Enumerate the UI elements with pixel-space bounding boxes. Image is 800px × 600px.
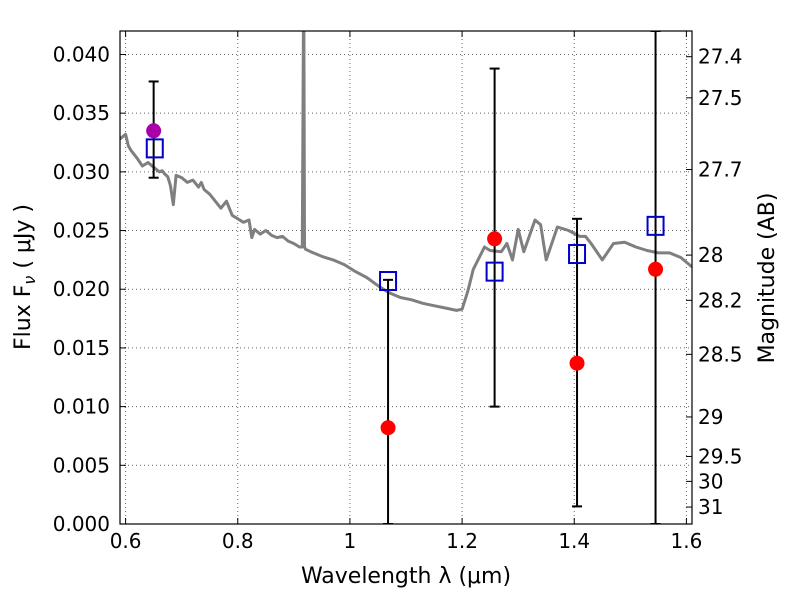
x-tick-label: 1 (344, 529, 357, 553)
x-tick-label: 0.8 (222, 529, 254, 553)
right-tick-label: 29.5 (698, 444, 743, 468)
measured-point (648, 261, 664, 277)
y-tick-label: 0.035 (53, 101, 110, 125)
x-axis-ticks: 0.6 0.8 1 1.2 1.4 1.6 (110, 31, 702, 553)
right-tick-label: 28.5 (698, 342, 743, 366)
x-tick-label: 1.4 (558, 529, 590, 553)
y-axis-ticks: 0.000 0.005 0.010 0.015 0.020 0.025 0.030 0.035… (53, 42, 126, 536)
grid (120, 31, 692, 525)
model-point (646, 215, 665, 236)
y-tick-label: 0.015 (53, 336, 110, 360)
spectrum-line (120, 31, 692, 312)
y-axis-label-subscript: ν (20, 276, 39, 285)
y-tick-label: 0.040 (53, 42, 110, 66)
right-tick-label: 28 (698, 243, 723, 267)
right-tick-label: 28.2 (698, 288, 743, 312)
right-tick-label: 30 (698, 469, 723, 493)
model-point (145, 138, 164, 159)
measured-point (380, 420, 396, 436)
x-axis-label: Wavelength λ (μm) (301, 564, 511, 589)
measured-point (487, 231, 503, 247)
y-tick-label: 0.030 (53, 160, 110, 184)
measured-point (569, 355, 585, 371)
y-tick-label: 0.020 (53, 277, 110, 301)
y-tick-label: 0.010 (53, 395, 110, 419)
model-point (379, 271, 398, 292)
x-tick-label: 1.6 (670, 529, 702, 553)
right-tick-label: 29 (698, 405, 723, 429)
right-tick-label: 31 (698, 495, 723, 519)
right-axis-label: Magnitude (AB) (755, 193, 780, 364)
y-tick-label: 0.005 (53, 453, 110, 477)
model-point (485, 261, 504, 282)
x-tick-label: 1.2 (446, 529, 478, 553)
right-tick-label: 27.7 (698, 158, 743, 182)
y-axis-label-unit: ( μJy ) (11, 204, 36, 276)
y-tick-label: 0.025 (53, 219, 110, 243)
model-point (568, 244, 587, 265)
y-axis-label-main: Flux F (11, 285, 36, 350)
plot-area (120, 31, 692, 524)
right-tick-label: 27.5 (698, 86, 743, 110)
x-tick-label: 0.6 (110, 529, 142, 553)
data-group (120, 31, 692, 524)
plot-frame (119, 30, 693, 525)
y-tick-label: 0.000 (53, 512, 110, 536)
measured-point (146, 123, 162, 139)
right-tick-label: 27.4 (698, 45, 743, 69)
y-axis-label: Flux Fν ( μJy ) (11, 204, 39, 350)
